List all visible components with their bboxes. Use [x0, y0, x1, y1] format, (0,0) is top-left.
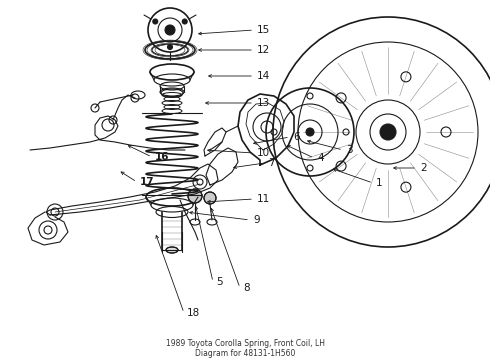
- Text: 15: 15: [257, 25, 270, 35]
- Text: 7: 7: [268, 158, 274, 168]
- Circle shape: [188, 189, 202, 203]
- Ellipse shape: [166, 247, 178, 253]
- Text: 18: 18: [187, 308, 200, 318]
- Text: 2: 2: [420, 163, 427, 173]
- Circle shape: [204, 192, 216, 204]
- Circle shape: [306, 128, 314, 136]
- Text: 1: 1: [376, 178, 383, 188]
- Text: 8: 8: [243, 283, 249, 293]
- Circle shape: [380, 124, 396, 140]
- Text: 16: 16: [155, 152, 170, 162]
- Text: 14: 14: [257, 71, 270, 81]
- Text: 10: 10: [257, 148, 270, 158]
- Text: 12: 12: [257, 45, 270, 55]
- Text: 17: 17: [140, 177, 155, 187]
- Text: 5: 5: [216, 277, 222, 287]
- Circle shape: [182, 19, 187, 24]
- Text: 11: 11: [257, 194, 270, 204]
- Text: 9: 9: [253, 215, 260, 225]
- Text: 13: 13: [257, 98, 270, 108]
- Text: Diagram for 48131-1H560: Diagram for 48131-1H560: [195, 350, 295, 359]
- Circle shape: [168, 45, 172, 50]
- Text: 6: 6: [293, 132, 299, 142]
- Text: 3: 3: [346, 145, 353, 155]
- Circle shape: [165, 25, 175, 35]
- Text: 4: 4: [317, 153, 323, 163]
- Text: 1989 Toyota Corolla Spring, Front Coil, LH: 1989 Toyota Corolla Spring, Front Coil, …: [166, 339, 324, 348]
- Circle shape: [153, 19, 158, 24]
